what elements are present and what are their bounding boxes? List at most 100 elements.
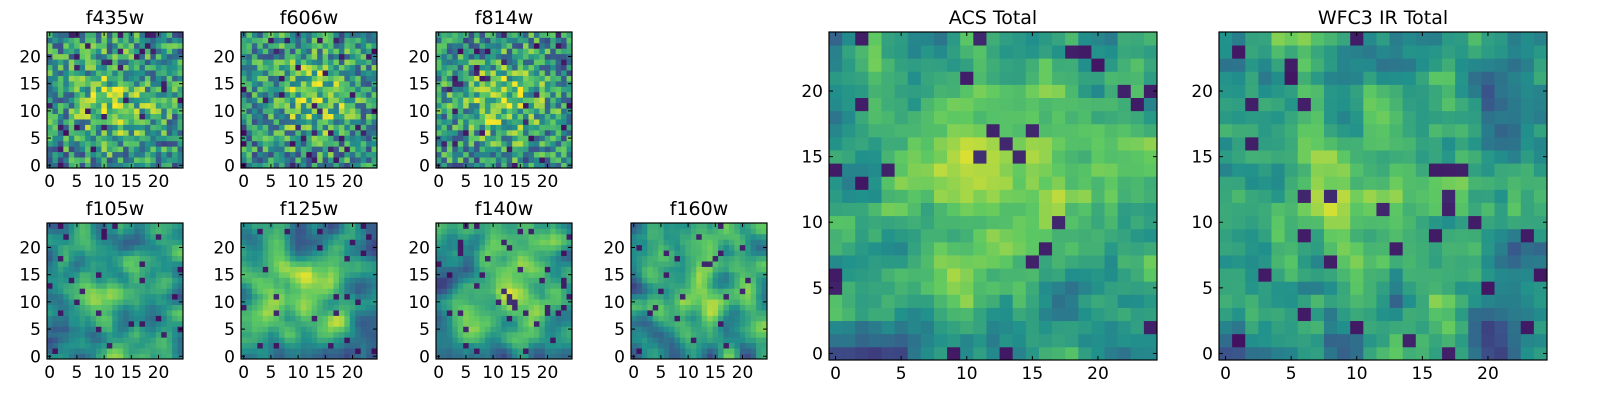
heatmap-cell [284,151,291,158]
heatmap-cell [641,282,648,289]
heatmap-cell [295,75,302,82]
heatmap-cell [112,261,119,267]
heatmap-cell [750,299,757,305]
y-tick-label: 0 [224,156,235,176]
heatmap-cell [246,124,253,131]
heatmap-cell [1038,307,1053,322]
heatmap-cell [881,307,895,322]
heatmap-cell [463,37,470,44]
heatmap-cell [79,124,86,131]
heatmap-cell [986,320,1000,335]
heatmap-cell [360,331,367,338]
heatmap-cell [479,129,486,136]
heatmap-cell [506,162,513,169]
heatmap-cell [279,315,285,322]
heatmap-cell [241,48,247,55]
heatmap-cell [150,353,157,360]
heatmap-cell [484,91,491,98]
heatmap-cell [490,277,497,284]
heatmap-cell [161,48,168,55]
heatmap-cell [52,151,59,158]
heatmap-cell [550,353,557,360]
heatmap-cell [289,348,296,354]
heatmap-cell [690,342,697,349]
heatmap-cell [295,135,302,142]
heatmap-cell [101,261,108,267]
y-tick-label: 0 [30,347,41,367]
heatmap-cell [641,288,648,295]
heatmap-cell [101,266,108,273]
heatmap-cell [306,233,313,240]
heatmap-cell [550,233,557,240]
heatmap-cell [663,320,670,327]
heatmap-cell [123,135,129,142]
heatmap-cell [161,326,168,333]
heatmap-cell [1143,307,1158,322]
heatmap-cell [106,342,113,349]
heatmap-cell [1078,268,1092,282]
heatmap-cell [652,255,659,262]
heatmap-cell [241,64,247,71]
heatmap-cell [555,146,562,153]
heatmap-cell [262,250,269,257]
heatmap-cell [150,342,157,349]
heatmap-cell [701,353,708,360]
heatmap-cell [333,64,340,71]
heatmap-cell [550,80,557,87]
heatmap-cell [528,326,535,333]
heatmap-cell [523,162,529,169]
heatmap-cell [241,277,247,284]
heatmap-cell [317,320,323,327]
heatmap-cell [85,86,91,93]
heatmap-cell [106,140,113,147]
heatmap-cell [134,162,140,169]
heatmap-cell [561,37,567,44]
heatmap-cell [246,102,253,109]
heatmap-cell [501,86,508,93]
heatmap-cell [506,42,513,49]
heatmap-cell [495,261,502,267]
heatmap-cell [506,255,513,262]
heatmap-cell [68,228,75,235]
heatmap-cell [495,32,502,38]
heatmap-cell [172,75,178,82]
heatmap-cell [338,129,345,136]
heatmap-cell [663,261,670,267]
heatmap-cell [251,59,258,66]
heatmap-cell [349,113,356,120]
heatmap-cell [95,271,102,278]
heatmap-cell [74,119,81,125]
heatmap-cell [512,277,518,284]
heatmap-cell [177,250,184,257]
heatmap-cell [1117,228,1132,243]
heatmap-cell [490,70,497,76]
heatmap-cell [112,277,119,284]
heatmap-cell [366,140,372,147]
y-tick-label: 5 [224,320,235,340]
heatmap-cell [723,271,730,278]
heatmap-cell [257,140,264,147]
heatmap-cell [506,108,513,114]
heatmap-cell [756,353,762,360]
heatmap-cell [355,59,362,66]
heatmap-cell [555,91,562,98]
heatmap-cell [268,250,275,257]
heatmap-cell [257,342,264,349]
heatmap-cell [79,244,86,251]
heatmap-cell [262,64,269,71]
heatmap-cell [344,293,351,300]
heatmap-cell [333,97,340,104]
heatmap-cell [90,151,97,158]
heatmap-cell [74,326,81,333]
heatmap-cell [262,228,269,235]
heatmap-cell [57,53,64,60]
heatmap-cell [328,266,334,273]
heatmap-cell [756,310,762,316]
heatmap-cell [317,337,323,344]
heatmap-cell [150,331,157,338]
heatmap-cell [90,342,97,349]
heatmap-cell [1038,294,1053,308]
heatmap-cell [295,102,302,109]
heatmap-cell [63,223,70,229]
